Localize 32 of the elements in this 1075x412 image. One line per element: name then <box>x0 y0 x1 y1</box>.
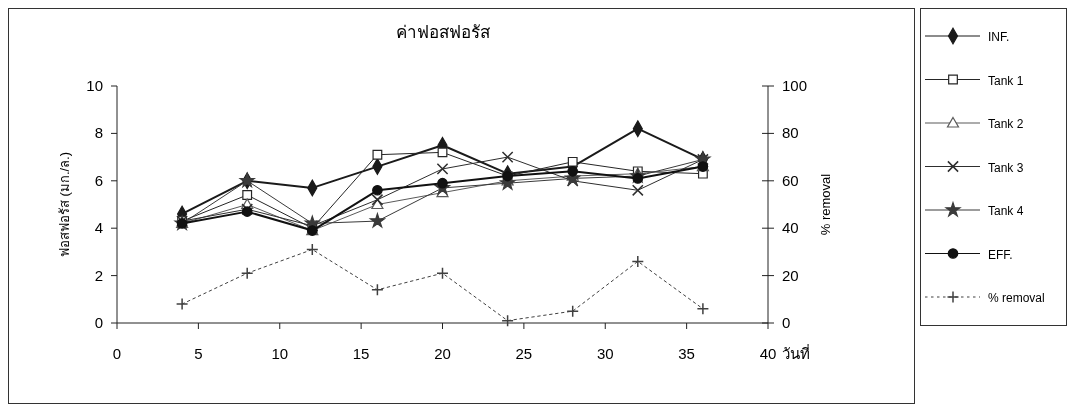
legend-label: Tank 4 <box>988 204 1024 218</box>
x-tick-label: 0 <box>112 345 122 362</box>
x-tick-label: 5 <box>194 345 203 362</box>
y2-axis-title: % removal <box>818 173 833 236</box>
y-axis-title: ฟอสฟอรัส (มก./ล.) <box>57 151 72 258</box>
y2-tick-label: 40 <box>782 219 799 237</box>
y-tick-label: 8 <box>94 124 103 142</box>
chart-title: ค่าฟอสฟอรัส <box>395 23 491 42</box>
y-tick-label: 0 <box>94 314 103 331</box>
x-tick-label: 35 <box>678 345 695 362</box>
x-tick-label: 20 <box>434 345 451 362</box>
legend-label: EFF. <box>988 247 1013 262</box>
y2-tick-label: 80 <box>782 124 799 142</box>
x-axis-title: วันที่ <box>782 343 810 362</box>
y-tick-label: 4 <box>94 219 103 237</box>
x-tick-label: 40 <box>759 345 777 362</box>
y2-tick-label: 60 <box>782 171 799 189</box>
legend-label: Tank 3 <box>988 160 1024 175</box>
y2-tick-label: 100 <box>782 77 808 94</box>
legend-label: % removal <box>988 291 1045 305</box>
x-tick-label: 30 <box>596 345 614 362</box>
y2-tick-label: 0 <box>782 314 791 331</box>
y-tick-label: 10 <box>86 77 103 94</box>
y-tick-label: 2 <box>94 266 103 284</box>
y2-tick-label: 20 <box>782 266 799 284</box>
legend-label: Tank 2 <box>988 117 1024 131</box>
x-tick-label: 25 <box>515 345 533 362</box>
x-tick-label: 15 <box>352 345 370 362</box>
x-tick-label: 10 <box>271 345 289 362</box>
y-tick-label: 6 <box>94 171 103 189</box>
legend-label: Tank 1 <box>988 73 1024 88</box>
legend-label: INF. <box>988 30 1010 44</box>
